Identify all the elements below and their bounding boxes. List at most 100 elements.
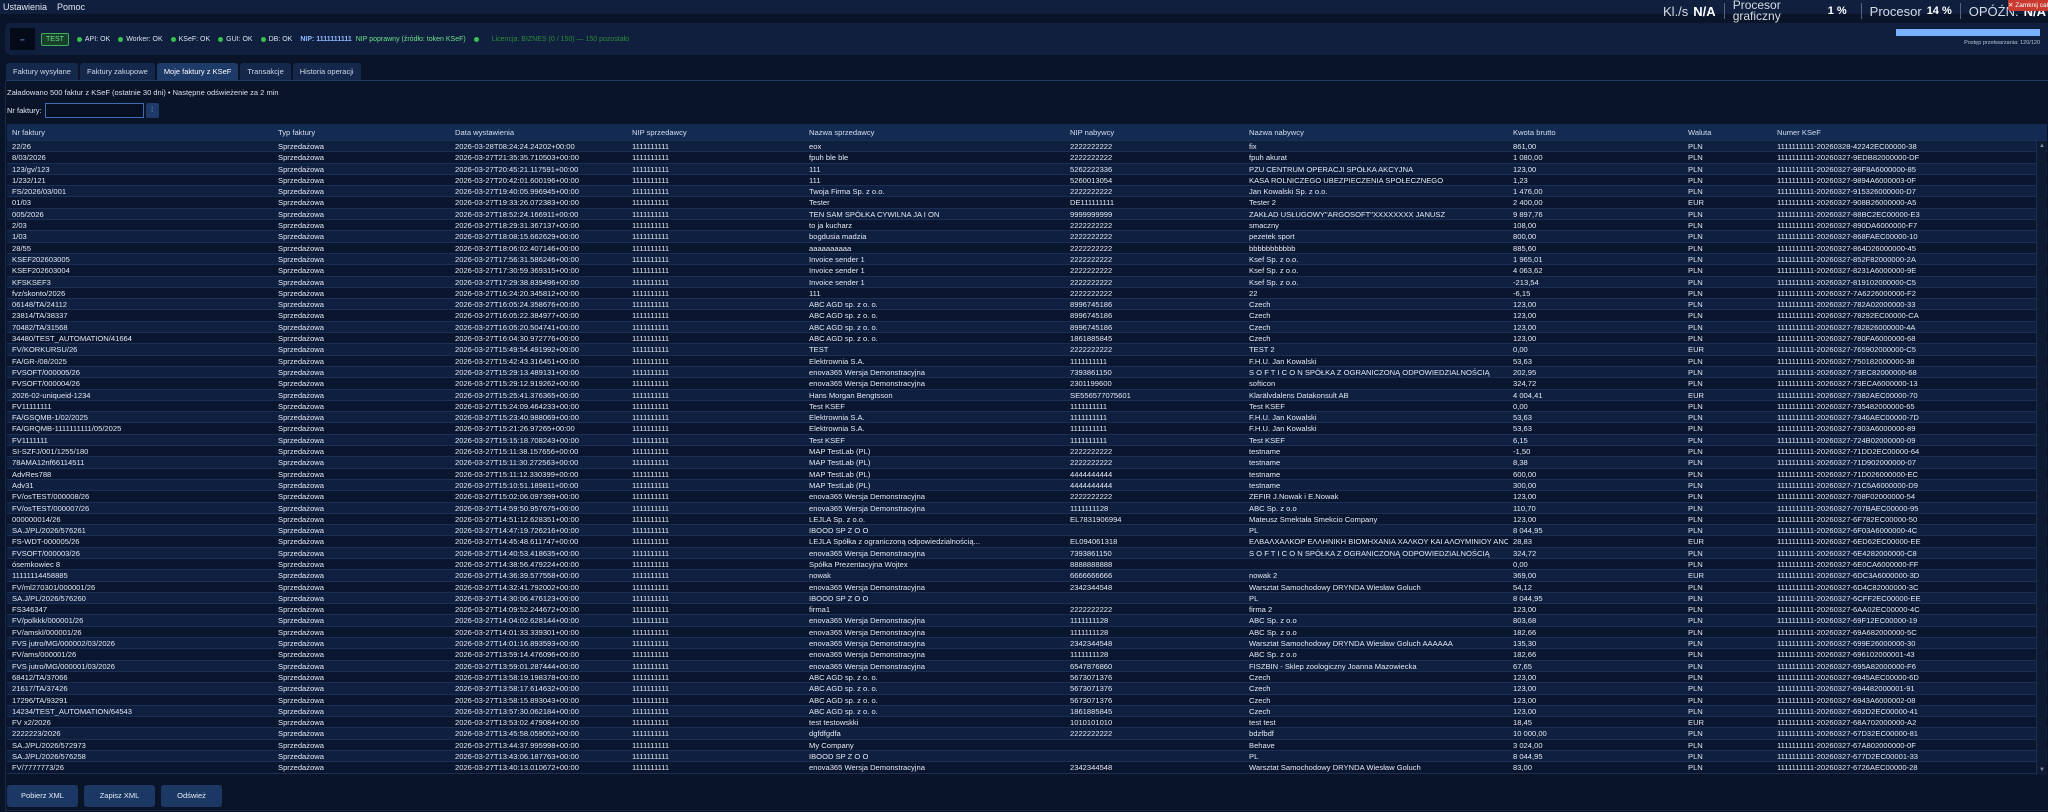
table-row[interactable]: 005/2026 Sprzedażowa 2026-03-27T18:52:24.1… (7, 208, 2047, 221)
cell-invoice-number: 000000014/26 (12, 514, 61, 524)
tab-sent-invoices[interactable]: Faktury wysyłane (6, 63, 78, 81)
table-row[interactable]: FV11111111 Sprzedażowa 2026-03-27T15:24:09… (7, 400, 2047, 413)
table-row[interactable]: FV/KORKURSU/26 Sprzedażowa 2026-03-27T15:4… (7, 344, 2047, 356)
table-row[interactable]: SA.J/PL/2026/576258 Sprzedażowa 2026-03-27… (7, 751, 2047, 763)
table-row[interactable]: FV/ml270301/000001/26 Sprzedażowa 2026-03-… (7, 581, 2047, 593)
table-row[interactable]: AdvRes788 Sprzedażowa 2026-03-27T15:11:12.… (7, 468, 2047, 480)
table-row[interactable]: 1/232/121 Sprzedażowa 2026-03-27T20:42:01.… (7, 174, 2047, 187)
column-header-invoice-number[interactable]: Nr faktury (12, 128, 45, 137)
download-xml-button[interactable]: Pobierz XML (7, 785, 78, 807)
table-row[interactable]: SA.J/PL/2026/576261 Sprzedażowa 2026-03-27… (7, 525, 2047, 537)
table-row[interactable]: 2026-02-uniqueid-1234 Sprzedażowa 2026-03-… (7, 389, 2047, 401)
table-row[interactable]: ósemkowiec 8 Sprzedażowa 2026-03-27T14:38:… (7, 558, 2047, 571)
column-header-currency[interactable]: Waluta (1688, 128, 1712, 137)
menu-help[interactable]: Pomoc (57, 2, 86, 12)
table-row[interactable]: KSEF202603004 Sprzedażowa 2026-03-27T17:30… (7, 265, 2047, 277)
table-row[interactable]: FS-WDT-000005/26 Sprzedażowa 2026-03-27T14… (7, 536, 2047, 548)
table-row[interactable]: 14234/TEST_AUTOMATION/64543 Sprzedażowa 20… (7, 705, 2047, 718)
column-header-gross-amount[interactable]: Kwota brutto (1513, 128, 1556, 137)
table-row[interactable]: 1/03 Sprzedażowa 2026-03-27T18:08:15.66262… (7, 231, 2047, 243)
table-row[interactable]: FS346347 Sprzedażowa 2026-03-27T14:09:52.2… (7, 604, 2047, 616)
table-row[interactable]: SI-SZFJ/001/1255/180 Sprzedażowa 2026-03-2… (7, 446, 2047, 458)
column-header-buyer-nip[interactable]: NIP nabywcy (1070, 128, 1115, 137)
table-row[interactable]: 23814/TA/38337 Sprzedażowa 2026-03-27T16:0… (7, 310, 2047, 322)
table-row[interactable]: SA.J/PL/2026/572973 Sprzedażowa 2026-03-27… (7, 739, 2047, 752)
cell-ksef-number: 1111111111-20260327-692D2EC00000-41 (1777, 706, 1919, 716)
cell-currency: EUR (1688, 537, 1705, 547)
column-header-seller-nip[interactable]: NIP sprzedawcy (632, 128, 687, 137)
table-row[interactable]: 68412/TA/37066 Sprzedażowa 2026-03-27T13:5… (7, 671, 2047, 684)
table-row[interactable]: 123/gv/123 Sprzedażowa 2026-03-27T20:45:21… (7, 163, 2047, 175)
cell-buyer-name: Czech (1249, 334, 1271, 344)
table-row[interactable]: FV/osTEST/000007/26 Sprzedażowa 2026-03-27… (7, 502, 2047, 514)
table-row[interactable]: FV/osTEST/000008/26 Sprzedażowa 2026-03-27… (7, 491, 2047, 503)
cell-buyer-name: Ksef Sp. z o.o. (1249, 254, 1299, 264)
table-row[interactable]: FV/amskl/000001/26 Sprzedażowa 2026-03-27T… (7, 626, 2047, 639)
column-header-issue-date[interactable]: Data wystawienia (455, 128, 515, 137)
table-row[interactable]: FV/polkkk/000001/26 Sprzedażowa 2026-03-27… (7, 615, 2047, 627)
cell-invoice-type: Sprzedażowa (278, 469, 325, 479)
table-row[interactable]: FA/GSQMB-1/02/2025 Sprzedażowa 2026-03-27T… (7, 412, 2047, 424)
search-options-button[interactable]: ⋮ (145, 103, 159, 118)
table-row[interactable]: fvz/skonto/2026 Sprzedażowa 2026-03-27T16:… (7, 287, 2047, 300)
column-header-invoice-type[interactable]: Typ faktury (278, 128, 316, 137)
cell-invoice-type: Sprzedażowa (278, 153, 325, 163)
scroll-down-icon[interactable]: ▼ (2039, 767, 2045, 773)
table-row[interactable]: FV/7777773/26 Sprzedażowa 2026-03-27T13:40… (7, 762, 2047, 774)
table-row[interactable]: 2222223/2026 Sprzedażowa 2026-03-27T13:45:… (7, 728, 2047, 740)
menu-settings[interactable]: Ustawienia (3, 2, 48, 12)
table-row[interactable]: KFSKSEF3 Sprzedażowa 2026-03-27T17:29:38.8… (7, 276, 2047, 288)
cell-issue-date: 2026-03-27T20:42:01.600196+00:00 (455, 175, 579, 185)
scroll-up-icon[interactable]: ▲ (2039, 143, 2045, 149)
table-row[interactable]: 28/55 Sprzedażowa 2026-03-27T18:06:02.4071… (7, 242, 2047, 254)
table-row[interactable]: 01/03 Sprzedażowa 2026-03-27T19:33:26.0723… (7, 197, 2047, 209)
table-row[interactable]: FVSOFT/000004/26 Sprzedażowa 2026-03-27T15… (7, 378, 2047, 390)
cell-gross-amount: 885,60 (1513, 243, 1537, 253)
table-row[interactable]: FVSOFT/000005/26 Sprzedażowa 2026-03-27T15… (7, 366, 2047, 379)
column-header-ksef-number[interactable]: Numer KSeF (1777, 128, 1821, 137)
cell-invoice-type: Sprzedażowa (278, 164, 325, 174)
table-row[interactable]: 22/26 Sprzedażowa 2026-03-28T08:24:24.2420… (7, 141, 2047, 153)
cell-ksef-number: 1111111111-20260327-852F82000000-2A (1777, 254, 1916, 264)
table-row[interactable]: FV1111111 Sprzedażowa 2026-03-27T15:15:18.… (7, 434, 2047, 447)
cell-seller-nip: 1111111111 (632, 322, 670, 332)
column-header-seller-name[interactable]: Nazwa sprzedawcy (809, 128, 875, 137)
cell-buyer-nip: 1861885845 (1070, 334, 1113, 344)
table-row[interactable]: 21617/TA/37426 Sprzedażowa 2026-03-27T13:5… (7, 683, 2047, 695)
close-app-button[interactable]: ✕ Zamknij całkowicie (2008, 0, 2048, 11)
invoice-number-input[interactable] (44, 103, 144, 118)
table-row[interactable]: 2/03 Sprzedażowa 2026-03-27T18:29:31.36713… (7, 220, 2047, 232)
table-scrollbar[interactable]: ▲ ▼ (2036, 141, 2046, 775)
refresh-button[interactable]: Odśwież (161, 785, 222, 807)
table-row[interactable]: 000000014/26 Sprzedażowa 2026-03-27T14:51:… (7, 513, 2047, 526)
table-row[interactable]: 34480/TEST_AUTOMATION/41664 Sprzedażowa 20… (7, 333, 2047, 345)
column-header-buyer-name[interactable]: Nazwa nabywcy (1249, 128, 1304, 137)
table-row[interactable]: FS/2026/03/001 Sprzedażowa 2026-03-27T19:4… (7, 186, 2047, 198)
cell-invoice-type: Sprzedażowa (278, 548, 325, 558)
table-row[interactable]: 06148/TA/24112 Sprzedażowa 2026-03-27T16:0… (7, 299, 2047, 311)
table-row[interactable]: 11111114458885 Sprzedażowa 2026-03-27T14:3… (7, 570, 2047, 582)
table-row[interactable]: FA/GRQMB-1111111111/05/2025 Sprzedażowa 20… (7, 423, 2047, 435)
cell-buyer-name: ZAKŁAD USŁUGOWY"ARGOSOFT"XXXXXXXX JANUSZ (1249, 209, 1446, 219)
table-row[interactable]: Adv31 Sprzedażowa 2026-03-27T15:10:51.1898… (7, 479, 2047, 492)
cell-buyer-name: PZU CENTRUM OPERACJI SPÓŁKA AKCYJNA (1249, 164, 1414, 174)
table-row[interactable]: 17296/TA/93291 Sprzedażowa 2026-03-27T13:5… (7, 694, 2047, 706)
table-row[interactable]: SA.J/PL/2026/576260 Sprzedażowa 2026-03-27… (7, 592, 2047, 605)
table-row[interactable]: 8/03/2026 Sprzedażowa 2026-03-27T21:35:35.… (7, 152, 2047, 164)
table-row[interactable]: 78AMA12nf66114511 Sprzedażowa 2026-03-27T1… (7, 457, 2047, 469)
table-row[interactable]: FVS jutro/MG/000002/03/2026 Sprzedażowa 20… (7, 638, 2047, 650)
tab-transactions[interactable]: Transakcje (240, 63, 291, 81)
table-row[interactable]: FV x2/2026 Sprzedażowa 2026-03-27T13:53:02… (7, 717, 2047, 729)
table-row[interactable]: FV/ams/000001/26 Sprzedażowa 2026-03-27T13… (7, 649, 2047, 661)
save-xml-button[interactable]: Zapisz XML (84, 785, 155, 807)
table-row[interactable]: FVSOFT/000003/26 Sprzedażowa 2026-03-27T14… (7, 547, 2047, 559)
tab-my-ksef-invoices[interactable]: Moje faktury z KSeF (156, 63, 239, 81)
table-row[interactable]: KSEF202603005 Sprzedażowa 2026-03-27T17:56… (7, 253, 2047, 266)
table-row[interactable]: 70482/TA/31568 Sprzedażowa 2026-03-27T16:0… (7, 321, 2047, 334)
cell-ksef-number: 1111111111-20260327-68A702000000-A2 (1777, 718, 1917, 728)
table-row[interactable]: FA/GR-/08/2025 Sprzedażowa 2026-03-27T15:4… (7, 355, 2047, 367)
tab-operation-history[interactable]: Historia operacji (292, 63, 361, 81)
cell-gross-amount: 800,00 (1513, 232, 1537, 242)
tab-purchase-invoices[interactable]: Faktury zakupowe (79, 63, 155, 81)
table-row[interactable]: FVS jutro/MG/000001/03/2026 Sprzedażowa 20… (7, 660, 2047, 672)
